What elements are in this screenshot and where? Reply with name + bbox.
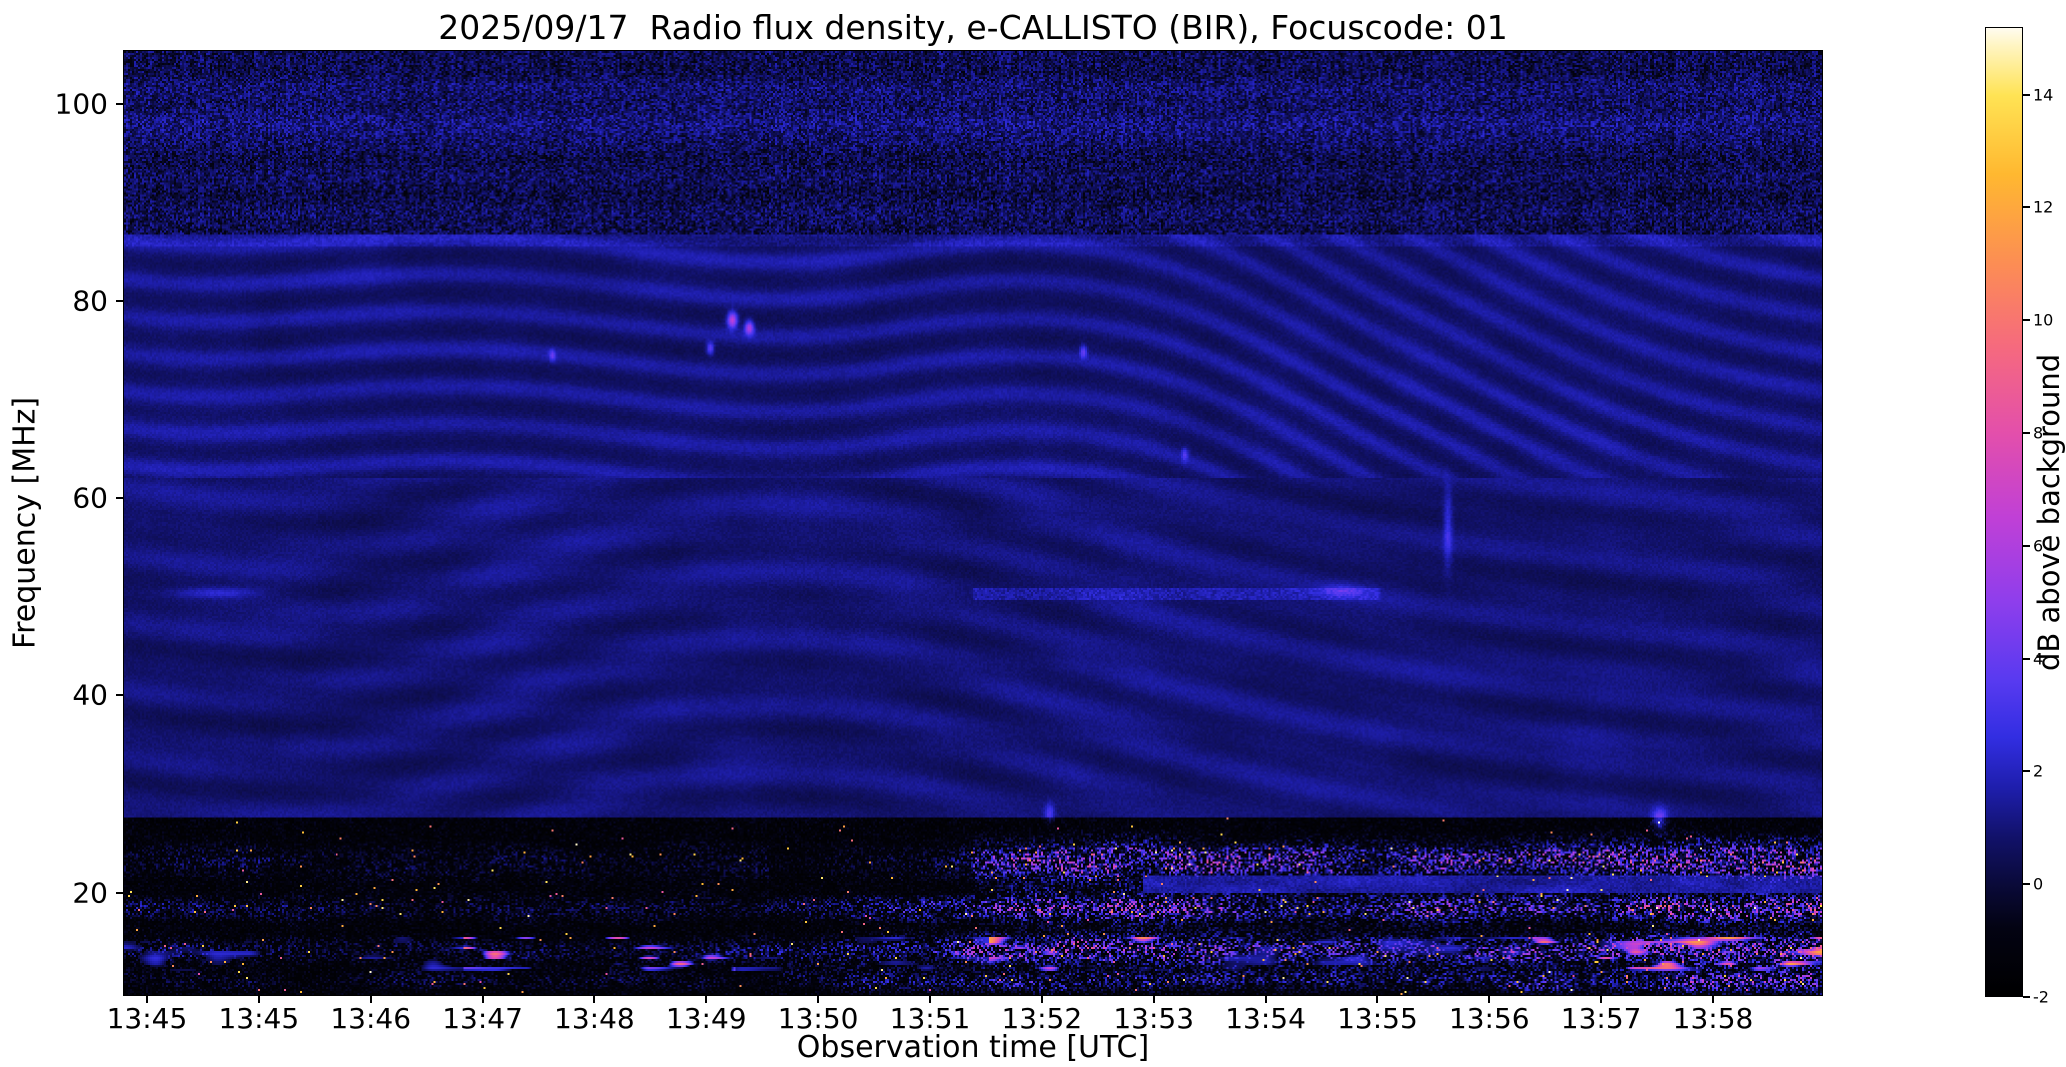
x-tick-label: 13:57 xyxy=(1560,1002,1642,1035)
y-tick-mark xyxy=(116,891,123,894)
colorbar-tick-mark xyxy=(2023,319,2030,322)
spectrogram-canvas xyxy=(124,51,1822,995)
x-tick-mark xyxy=(1376,996,1379,1003)
x-tick-label: 13:52 xyxy=(1001,1002,1083,1035)
colorbar-tick-label: 0 xyxy=(2033,874,2044,894)
x-tick-mark xyxy=(1264,996,1267,1003)
x-tick-mark xyxy=(145,996,148,1003)
x-tick-mark xyxy=(593,996,596,1003)
x-tick-mark xyxy=(1488,996,1491,1003)
x-tick-mark xyxy=(369,996,372,1003)
y-axis-label: Frequency [MHz] xyxy=(7,396,43,650)
x-tick-label: 13:54 xyxy=(1225,1002,1306,1035)
colorbar-tick-label: 12 xyxy=(2033,197,2054,217)
colorbar-tick-label: 2 xyxy=(2033,761,2044,781)
x-tick-label: 13:46 xyxy=(330,1002,412,1035)
colorbar-tick-label: 6 xyxy=(2033,536,2044,556)
colorbar-tick-mark xyxy=(2023,770,2030,773)
colorbar-tick-mark xyxy=(2023,657,2030,660)
colorbar-tick-label: 8 xyxy=(2033,423,2044,443)
x-tick-label: 13:56 xyxy=(1448,1002,1530,1035)
colorbar-label: dB above background xyxy=(2032,353,2066,671)
colorbar-tick-mark xyxy=(2023,432,2030,435)
colorbar-tick-label: -2 xyxy=(2033,987,2049,1007)
colorbar-tick-label: 4 xyxy=(2033,649,2044,669)
x-tick-mark xyxy=(817,996,820,1003)
x-tick-label: 13:51 xyxy=(889,1002,971,1035)
y-tick-mark xyxy=(116,694,123,697)
y-tick-mark xyxy=(116,497,123,500)
colorbar-tick-label: 10 xyxy=(2033,310,2054,330)
x-tick-label: 13:45 xyxy=(218,1002,300,1035)
x-tick-label: 13:55 xyxy=(1337,1002,1418,1035)
x-tick-mark xyxy=(257,996,260,1003)
colorbar-tick-mark xyxy=(2023,996,2030,998)
y-tick-label: 20 xyxy=(72,876,108,910)
x-tick-label: 13:53 xyxy=(1113,1002,1195,1035)
x-tick-label: 13:58 xyxy=(1672,1002,1754,1035)
x-tick-label: 13:49 xyxy=(665,1002,747,1035)
x-tick-label: 13:47 xyxy=(442,1002,523,1035)
plot-frame xyxy=(123,50,1823,996)
colorbar-tick-mark xyxy=(2023,544,2030,547)
x-tick-mark xyxy=(1040,996,1043,1003)
x-tick-label: 13:45 xyxy=(106,1002,188,1035)
y-tick-label: 100 xyxy=(54,87,108,121)
y-tick-mark xyxy=(116,103,123,106)
colorbar-tick-mark xyxy=(2023,93,2030,96)
x-tick-label: 13:48 xyxy=(554,1002,635,1035)
chart-title: 2025/09/17 Radio flux density, e-CALLIST… xyxy=(438,8,1508,47)
x-axis-label: Observation time [UTC] xyxy=(796,1030,1150,1065)
x-tick-mark xyxy=(1600,996,1603,1003)
x-tick-mark xyxy=(1712,996,1714,1003)
colorbar-tick-mark xyxy=(2023,883,2030,886)
x-tick-mark xyxy=(1152,996,1155,1003)
x-tick-label: 13:50 xyxy=(777,1002,859,1035)
colorbar-tick-mark xyxy=(2023,206,2030,209)
y-tick-mark xyxy=(116,300,123,303)
colorbar-tick-label: 14 xyxy=(2033,85,2054,105)
y-tick-label: 40 xyxy=(72,678,108,712)
y-tick-label: 80 xyxy=(72,284,108,318)
colorbar xyxy=(1985,27,2023,997)
y-tick-label: 60 xyxy=(72,481,108,515)
x-tick-mark xyxy=(705,996,708,1003)
x-tick-mark xyxy=(928,996,931,1003)
x-tick-mark xyxy=(481,996,484,1003)
